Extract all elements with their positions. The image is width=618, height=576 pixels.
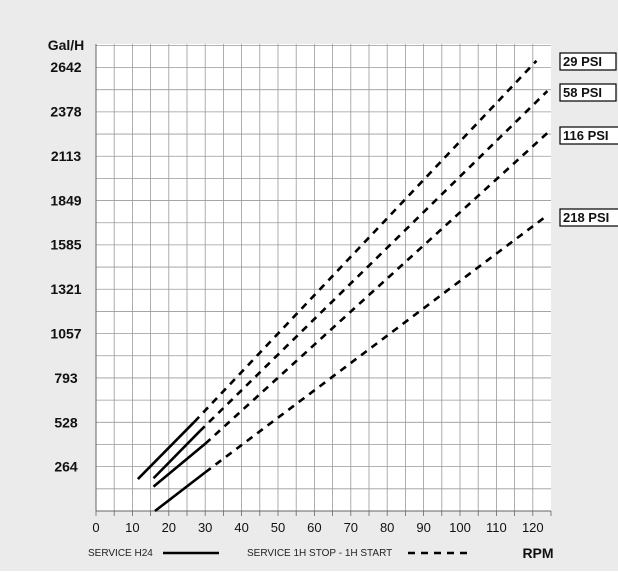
- series-solid-line: [152, 442, 207, 488]
- series-label-box: [559, 52, 617, 71]
- x-tick-label: 80: [380, 520, 394, 535]
- y-tick-label: 1585: [50, 237, 81, 253]
- x-axis-label: RPM: [522, 545, 553, 561]
- series-lines: [136, 59, 549, 513]
- series-label-text: 218 PSI: [563, 210, 609, 225]
- y-tick-label: 2378: [50, 104, 81, 120]
- series-solid-line: [152, 430, 201, 480]
- plot-area: [96, 44, 551, 511]
- x-tick-label: 90: [416, 520, 430, 535]
- y-tick-label: 1321: [50, 281, 81, 297]
- y-tick-label: 2642: [50, 59, 81, 75]
- legend-dashed-label: SERVICE 1H STOP - 1H START: [247, 548, 392, 559]
- x-tick-label: 30: [198, 520, 212, 535]
- y-tick-label: 264: [54, 459, 78, 475]
- series-label: 116 PSI: [559, 126, 618, 145]
- series-dashed-line: [198, 90, 549, 433]
- series-label: 29 PSI: [559, 52, 617, 71]
- x-tick-label: 70: [344, 520, 358, 535]
- y-tick-label: 2113: [51, 148, 82, 164]
- series-dashed-line: [204, 214, 549, 474]
- x-tick-label: 60: [307, 520, 321, 535]
- y-axis-label: Gal/H: [48, 37, 85, 53]
- x-tick-label: 20: [162, 520, 176, 535]
- y-tick-label: 793: [54, 370, 78, 386]
- x-tick-label: 100: [449, 520, 471, 535]
- series-dashed-line: [193, 59, 538, 423]
- y-tick-label: 1849: [50, 192, 81, 208]
- y-tick-label: 528: [54, 414, 78, 430]
- x-tick-label: 10: [125, 520, 139, 535]
- series-label-text: 29 PSI: [563, 54, 602, 69]
- x-tick-label: 40: [234, 520, 248, 535]
- grid-lines: [95, 44, 552, 516]
- x-tick-label: 50: [271, 520, 285, 535]
- x-tick-labels: 0 10 20 30 40 50 60 70 80 90 100 110 120: [92, 520, 543, 535]
- series-label-text: 58 PSI: [563, 85, 602, 100]
- x-tick-label: 110: [486, 520, 507, 535]
- series-solid-line: [136, 421, 196, 480]
- legend-solid-label: SERVICE H24: [88, 548, 153, 559]
- series-label-box: [559, 83, 617, 102]
- y-tick-label: 1057: [50, 325, 81, 341]
- x-tick-label: 0: [92, 520, 99, 535]
- series-label: 218 PSI: [559, 208, 618, 227]
- series-label-box: [559, 126, 618, 145]
- y-tick-labels: 264 528 793 1057 1321 1585 1849 2113 2378 2642: [50, 59, 81, 474]
- series-label-box: [559, 208, 618, 227]
- legend: SERVICE H24 SERVICE 1H STOP - 1H START: [88, 548, 467, 559]
- series-solid-line: [154, 471, 206, 513]
- series-label-text: 116 PSI: [563, 128, 609, 143]
- x-tick-label: 120: [522, 520, 544, 535]
- series-label: 58 PSI: [559, 83, 617, 102]
- series-labels: 29 PSI 58 PSI 116 PSI 218 PSI: [559, 52, 618, 227]
